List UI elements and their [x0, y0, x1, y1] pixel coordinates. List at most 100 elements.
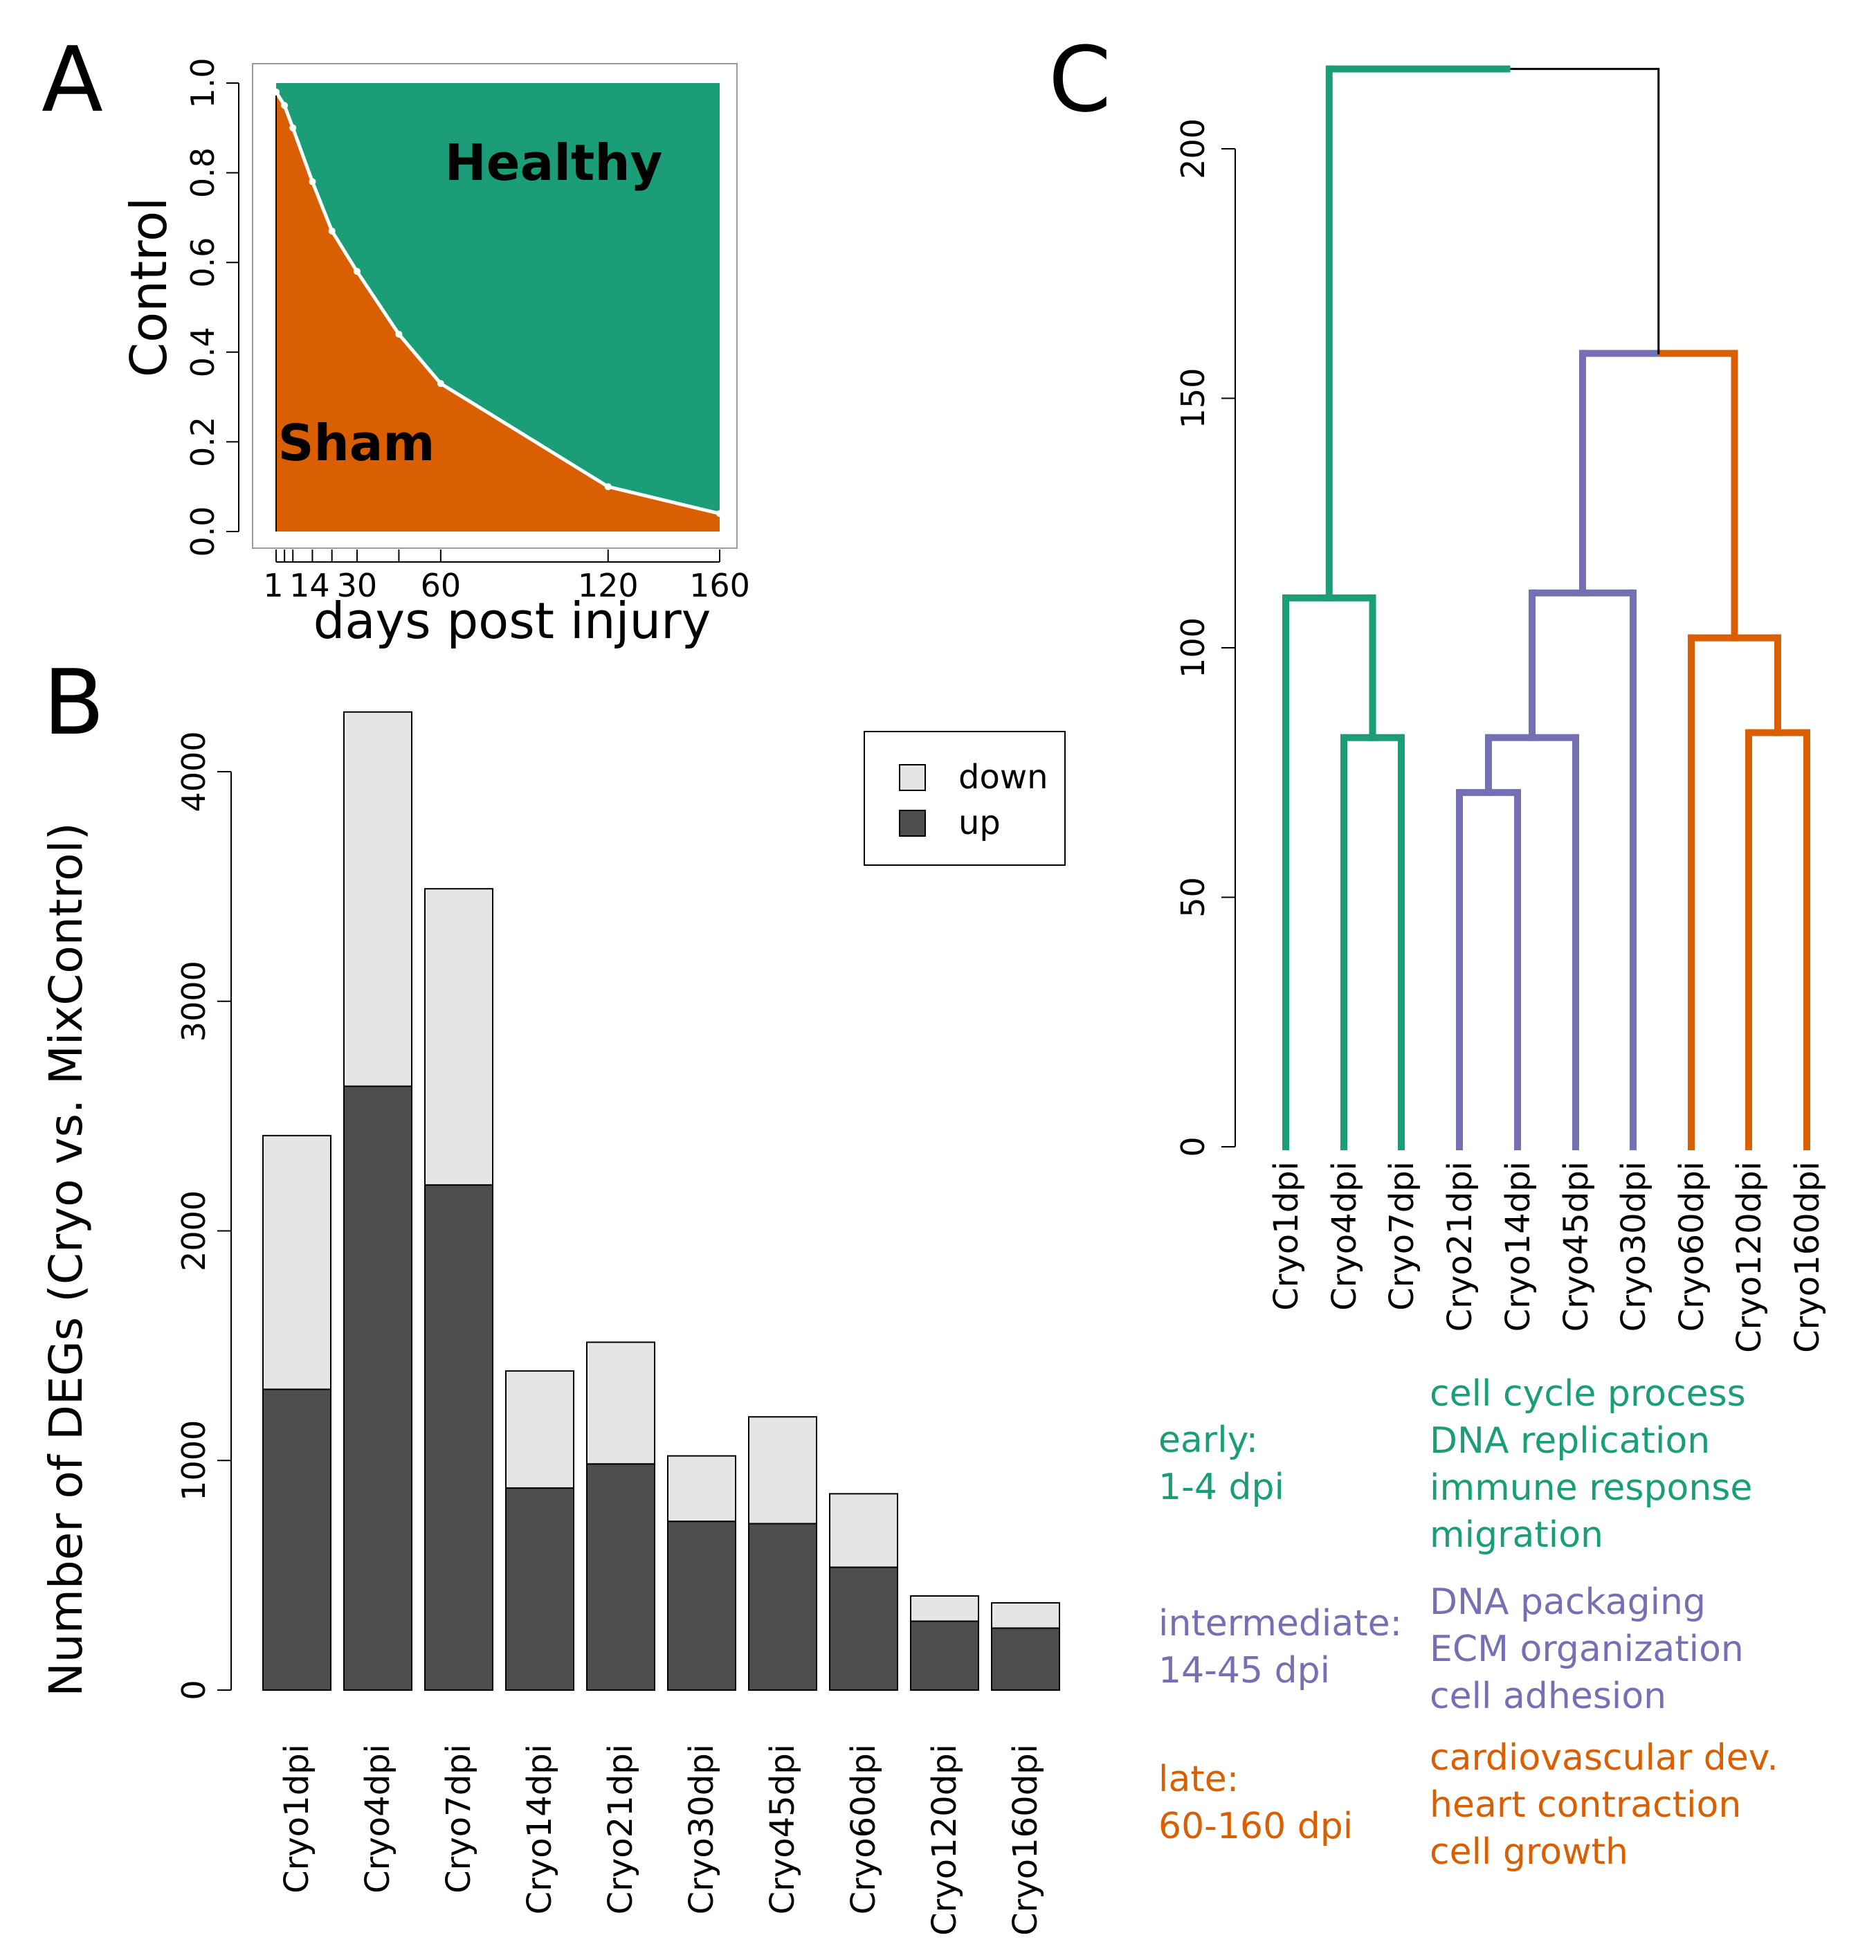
cluster-late-term: cardiovascular dev. — [1430, 1737, 1778, 1779]
cluster-early-term: immune response — [1430, 1467, 1752, 1509]
panel-c-y-tick-label: 0 — [1174, 1136, 1212, 1156]
curve-point — [289, 124, 297, 131]
panel-b-legend: down up — [864, 731, 1066, 866]
dendrogram-leaf-label: Cryo1dpi — [1267, 1161, 1306, 1311]
panel-a-x-tick-label: 30 — [337, 567, 378, 604]
legend-label-down: down — [958, 758, 1048, 797]
panel-a-y-axis: 0.0 0.2 0.4 0.6 0.8 1.0 — [184, 57, 239, 557]
panel-c-y-axis: 0 50 100 150 200 — [1174, 118, 1236, 1157]
bar-up-Cryo160dpi — [991, 1627, 1060, 1691]
curve-points — [273, 88, 723, 518]
dendrogram-leaf-label: Cryo14dpi — [1499, 1161, 1538, 1332]
panel-a-y-tick-label: 0.8 — [184, 147, 221, 198]
cluster-late-term: cell growth — [1430, 1831, 1628, 1873]
cluster-intermediate-term: DNA packaging — [1430, 1581, 1706, 1623]
panel-b-category-label: Cryo21dpi — [601, 1744, 640, 1914]
dendrogram-leaf-label: Cryo160dpi — [1788, 1161, 1827, 1353]
cluster-intermediate-term: cell adhesion — [1430, 1676, 1666, 1717]
panel-label-a: A — [42, 27, 103, 132]
curve-point — [273, 88, 280, 96]
panel-a-plot-frame — [252, 63, 738, 549]
cluster-intermediate-range: 14-45 dpi — [1158, 1650, 1330, 1691]
panel-b-category-label: Cryo45dpi — [763, 1744, 802, 1914]
bar-up-Cryo1dpi — [262, 1388, 331, 1691]
dendrogram-leaf-label: Cryo7dpi — [1383, 1161, 1421, 1311]
panel-a-y-tick-label: 0.4 — [184, 327, 221, 377]
cluster-early-term: cell cycle process — [1430, 1373, 1746, 1415]
legend-box — [864, 731, 1066, 866]
panel-label-c: C — [1048, 27, 1111, 132]
panel-a-y-tick-label: 0.2 — [184, 417, 221, 467]
sham-area — [276, 92, 720, 532]
panel-b-y-axis: 0 1000 2000 3000 4000 — [175, 731, 232, 1700]
bar-up-Cryo4dpi — [343, 1085, 412, 1691]
panel-b-category-label: Cryo30dpi — [682, 1744, 721, 1914]
dendrogram-leaf-labels: Cryo1dpi Cryo4dpi Cryo7dpi Cryo21dpi Cryo14d… — [1267, 1161, 1827, 1353]
healthy-label: Healthy — [445, 134, 663, 192]
cluster-early-name: early: — [1158, 1419, 1258, 1461]
panel-b-category-label: Cryo4dpi — [358, 1744, 397, 1894]
bar-down-Cryo45dpi — [748, 1416, 817, 1525]
legend-swatch-down — [899, 764, 926, 791]
bar-up-Cryo7dpi — [424, 1184, 493, 1691]
bar-down-Cryo30dpi — [667, 1455, 736, 1523]
bar-down-Cryo4dpi — [343, 711, 412, 1087]
panel-a-y-tick-label: 0.0 — [184, 506, 221, 556]
panel-label-b: B — [43, 650, 104, 755]
cluster-intermediate: intermediate: 14-45 dpi DNA packaging EC… — [1158, 1581, 1744, 1717]
healthy-area — [276, 83, 720, 514]
panel-b-y-tick-label: 1000 — [175, 1420, 212, 1501]
bar-down-Cryo60dpi — [829, 1493, 898, 1568]
panel-b-y-tick-label: 2000 — [175, 1190, 212, 1271]
panel-a-x-tick-label: 160 — [689, 567, 750, 604]
panel-c-y-tick-label: 200 — [1174, 118, 1212, 179]
panel-b-category-label: Cryo60dpi — [844, 1744, 883, 1914]
panel-a-y-axis-label: Control — [120, 197, 178, 377]
dendrogram-leaf-label: Cryo120dpi — [1730, 1161, 1769, 1353]
curve-point — [309, 178, 316, 185]
cluster-intermediate-name: intermediate: — [1158, 1603, 1402, 1644]
cluster-late-name: late: — [1158, 1759, 1239, 1800]
sham-label: Sham — [278, 414, 435, 472]
legend-label-up: up — [958, 804, 1001, 842]
dendrogram-branches — [1282, 65, 1810, 1150]
dendrogram-leaf-label: Cryo4dpi — [1325, 1161, 1364, 1311]
bar-down-Cryo160dpi — [991, 1601, 1060, 1629]
panel-b-category-label: Cryo7dpi — [439, 1744, 478, 1894]
panel-b-y-axis-label: Number of DEGs (Cryo vs. MixControl) — [39, 822, 93, 1696]
bar-down-Cryo1dpi — [262, 1134, 331, 1390]
panel-b-y-tick-label: 0 — [175, 1680, 212, 1700]
bar-down-Cryo21dpi — [586, 1341, 655, 1465]
bar-down-Cryo14dpi — [505, 1370, 574, 1489]
bar-up-Cryo120dpi — [910, 1620, 979, 1691]
bar-up-Cryo21dpi — [586, 1463, 655, 1691]
bar-down-Cryo120dpi — [910, 1595, 979, 1622]
panel-b-category-label: Cryo1dpi — [277, 1744, 316, 1894]
panel-b-stacked-bar-chart: 0 1000 2000 3000 4000 Cryo1dpi Cryo4dpi Cryo7d… — [39, 711, 1066, 1936]
dendrogram-leaf-label: Cryo45dpi — [1557, 1161, 1596, 1332]
panel-a-area-chart: Healthy Sham 0.00.20.40.60.81.0 1 14 30 60 1… — [120, 57, 750, 650]
cluster-annotations: early: 1-4 dpi cell cycle process DNA re… — [1158, 1373, 1778, 1873]
panel-a-y-tick-label: 1.0 — [184, 57, 221, 108]
cluster-late-term: heart contraction — [1430, 1784, 1741, 1826]
panel-b-bars — [262, 711, 1060, 1691]
panel-b-category-label: Cryo160dpi — [1006, 1744, 1045, 1936]
cluster-intermediate-term: ECM organization — [1430, 1628, 1744, 1670]
curve-point — [281, 102, 289, 109]
panel-a-x-tick-label: 120 — [578, 567, 639, 604]
cluster-early-term: migration — [1430, 1514, 1603, 1556]
panel-b-category-labels: Cryo1dpi Cryo4dpi Cryo7dpi Cryo14dpi Cryo21d… — [277, 1744, 1045, 1936]
curve-point — [328, 227, 336, 235]
healthy-sham-boundary-curve — [274, 91, 720, 516]
panel-c-y-tick-label: 100 — [1174, 617, 1212, 678]
cluster-late: late: 60-160 dpi cardiovascular dev. hea… — [1158, 1737, 1778, 1873]
panel-c-y-tick-label: 50 — [1174, 877, 1212, 918]
panel-a-x-tick-label: 14 — [289, 567, 330, 604]
panel-b-y-tick-label: 4000 — [175, 731, 212, 812]
dendrogram-leaf-label: Cryo21dpi — [1441, 1161, 1479, 1332]
dendrogram-leaf-label: Cryo60dpi — [1673, 1161, 1711, 1332]
bar-up-Cryo14dpi — [505, 1487, 574, 1691]
bar-up-Cryo30dpi — [667, 1521, 736, 1691]
curve-point — [604, 483, 612, 491]
